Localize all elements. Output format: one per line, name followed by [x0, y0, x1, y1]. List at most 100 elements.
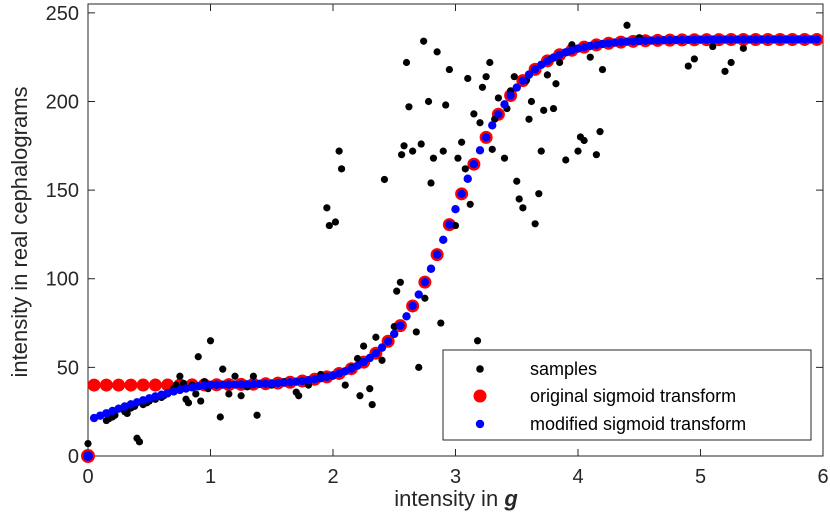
sample-point [464, 74, 472, 83]
y-tick-label: 250 [46, 3, 79, 25]
modified-sigmoid-point [653, 36, 662, 45]
x-tick-label: 4 [572, 466, 583, 488]
sample-point [176, 372, 184, 380]
modified-sigmoid-point [726, 35, 736, 44]
sample-point [690, 55, 698, 63]
modified-sigmoid-point [800, 35, 809, 44]
sample-point [515, 195, 523, 203]
modified-sigmoid-point [696, 35, 705, 44]
modified-sigmoid-point [610, 38, 619, 47]
sample-point [574, 147, 582, 155]
modified-sigmoid-point [616, 37, 626, 47]
sample-point [135, 438, 144, 446]
modified-sigmoid-point [218, 380, 227, 389]
modified-sigmoid-point [200, 381, 209, 390]
sample-point [727, 58, 735, 67]
sample-point [368, 400, 376, 409]
sample-point [451, 221, 460, 230]
sample-point [527, 97, 536, 106]
modified-sigmoid-point [475, 146, 485, 155]
modified-sigmoid-point [463, 174, 472, 183]
x-tick-label: 1 [205, 466, 216, 488]
sample-point [216, 413, 224, 421]
modified-sigmoid-point [267, 379, 276, 388]
sample-point [420, 37, 428, 45]
sample-point [494, 94, 502, 102]
modified-sigmoid-point [537, 60, 546, 70]
sample-point [445, 65, 453, 74]
original-sigmoid-point [136, 378, 150, 392]
modified-sigmoid-point [530, 65, 540, 74]
sample-point [378, 356, 386, 364]
modified-sigmoid-point [745, 35, 754, 44]
modified-sigmoid-point [757, 35, 766, 44]
modified-sigmoid-point [390, 329, 399, 339]
sample-point [356, 392, 364, 400]
sample-point [325, 221, 333, 230]
sample-point [586, 53, 594, 61]
modified-sigmoid-point [598, 39, 607, 49]
modified-sigmoid-point [451, 204, 460, 214]
y-tick-label: 100 [46, 269, 79, 291]
origin-point [81, 449, 95, 463]
sample-point [194, 353, 202, 361]
modified-sigmoid-point [292, 377, 301, 386]
modified-sigmoid-point [249, 379, 258, 389]
modified-sigmoid-point [763, 35, 773, 44]
modified-sigmoid-point [524, 70, 534, 79]
sample-point [415, 363, 423, 371]
x-tick-label: 0 [82, 466, 93, 488]
sample-point [323, 204, 331, 212]
sample-point [405, 103, 413, 111]
legend-marker-modified [475, 419, 485, 429]
modified-sigmoid-point [751, 35, 760, 44]
sample-point [540, 106, 548, 114]
sample-point [739, 44, 747, 52]
modified-sigmoid-point [383, 337, 393, 346]
sample-point [253, 411, 261, 419]
original-sigmoid-point [99, 378, 113, 392]
modified-sigmoid-point [285, 378, 295, 387]
tick-labels: 0 1 2 3 4 5 6 0 50 100 150 200 250 [46, 3, 829, 488]
sample-point [562, 156, 570, 164]
sample-point [513, 177, 521, 185]
modified-sigmoid-point [622, 37, 632, 46]
x-axis-label-symbol: g [503, 486, 518, 511]
sample-point [295, 392, 303, 400]
sample-point [197, 397, 205, 405]
modified-sigmoid-point [230, 380, 240, 389]
modified-sigmoid-point [481, 133, 491, 142]
modified-sigmoid-point [414, 290, 423, 299]
modified-sigmoid-point [353, 361, 362, 370]
sample-point [398, 151, 406, 159]
sample-point [400, 142, 408, 150]
modified-sigmoid-point [224, 380, 234, 389]
modified-sigmoid-point [604, 39, 613, 48]
sample-point [331, 218, 340, 226]
modified-sigmoid-point [702, 35, 711, 44]
modified-sigmoid-point [279, 378, 289, 387]
sample-point [360, 342, 368, 350]
sample-point [337, 165, 346, 173]
sample-point [552, 80, 560, 88]
modified-sigmoid-point [635, 36, 644, 46]
modified-sigmoid-point [794, 35, 803, 44]
modified-sigmoid-point [432, 250, 442, 259]
sample-point [225, 390, 233, 398]
sample-point [476, 119, 484, 127]
modified-sigmoid-point [396, 321, 405, 330]
sample-point [531, 220, 539, 228]
sample-point [684, 62, 692, 70]
sample-point [709, 42, 717, 51]
sample-point [461, 165, 469, 173]
modified-sigmoid-point [439, 235, 448, 245]
modified-sigmoid-point [488, 121, 497, 130]
sample-point [458, 138, 466, 146]
sample-point [409, 147, 417, 155]
sample-point [341, 381, 349, 389]
sample-point [454, 154, 462, 162]
modified-sigmoid-point [206, 380, 215, 390]
x-tick-label: 2 [327, 466, 338, 488]
modified-sigmoid-point [769, 35, 779, 44]
legend-label-samples: samples [530, 359, 597, 379]
